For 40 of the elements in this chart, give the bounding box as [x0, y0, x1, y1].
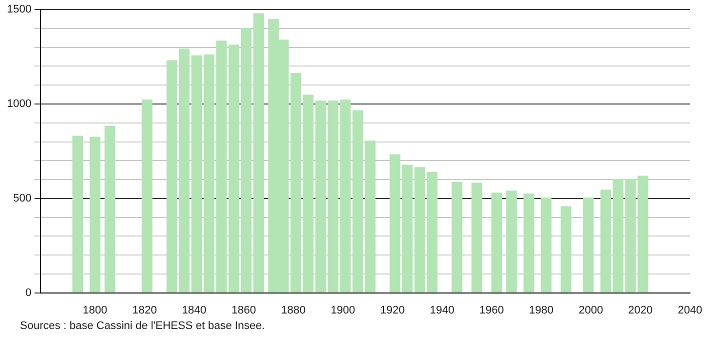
bar: [302, 94, 314, 293]
x-tick-label: 1980: [529, 304, 554, 316]
bar: [471, 182, 482, 293]
bar: [142, 100, 152, 293]
bar: [178, 48, 190, 293]
x-tick-label: 1940: [430, 304, 454, 316]
source-note: Sources : base Cassini de l'EHESS et base Insee.: [20, 320, 265, 332]
bar: [452, 182, 462, 293]
x-tick-label: 1840: [182, 304, 206, 316]
bar: [583, 198, 594, 293]
bar: [600, 190, 612, 293]
bar: [90, 136, 100, 293]
x-tick-label: 2020: [628, 304, 653, 316]
bar: [524, 194, 534, 293]
x-tick-label: 2000: [578, 304, 604, 316]
bar: [253, 13, 264, 293]
bar: [491, 192, 502, 293]
x-tick-label: 1960: [479, 304, 504, 316]
x-tick-label: 1820: [132, 304, 157, 316]
x-tick-label: 1860: [232, 304, 256, 316]
bar: [414, 167, 426, 293]
x-tick-label: 1800: [82, 304, 108, 316]
bar: [506, 190, 517, 293]
bar: [104, 126, 116, 293]
x-tick-label: 1900: [330, 304, 356, 316]
bar: [240, 28, 252, 293]
bar: [540, 198, 552, 293]
y-tick-label: 0: [25, 286, 32, 299]
y-tick-label: 1000: [6, 98, 32, 110]
x-tick-label: 2040: [678, 304, 702, 316]
bar: [72, 136, 83, 293]
y-tick-label: 500: [13, 192, 32, 204]
bar: [352, 110, 364, 293]
bar: [560, 206, 572, 293]
x-tick-label: 1920: [380, 304, 405, 316]
bar: [426, 172, 438, 293]
bar: [166, 60, 178, 293]
y-tick-label: 1500: [6, 4, 32, 16]
bar: [364, 140, 376, 293]
x-tick-label: 1880: [281, 304, 306, 316]
